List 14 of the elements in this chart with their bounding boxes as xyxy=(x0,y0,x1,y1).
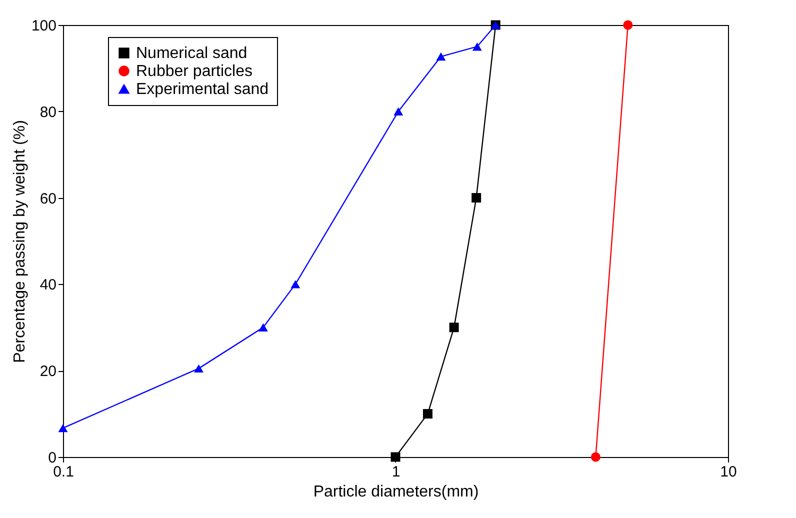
legend-label: Numerical sand xyxy=(136,45,248,62)
y-tick-label: 20 xyxy=(40,363,56,380)
legend-label: Experimental sand xyxy=(136,81,269,98)
y-tick-label: 100 xyxy=(31,18,56,34)
y-tick-label: 0 xyxy=(48,450,56,466)
y-tick-label: 60 xyxy=(40,190,56,208)
x-axis-title: Particle diameters(mm) xyxy=(313,484,479,500)
y-tick-label: 40 xyxy=(40,276,56,294)
x-tick-label: 10 xyxy=(720,464,737,480)
x-tick-label: 0.1 xyxy=(53,464,74,480)
x-tick-label: 1 xyxy=(392,464,400,480)
legend-label: Rubber particles xyxy=(136,63,252,80)
y-axis-title: Percentage passing by weight (%) xyxy=(11,120,28,363)
y-tick-label: 80 xyxy=(40,104,56,121)
